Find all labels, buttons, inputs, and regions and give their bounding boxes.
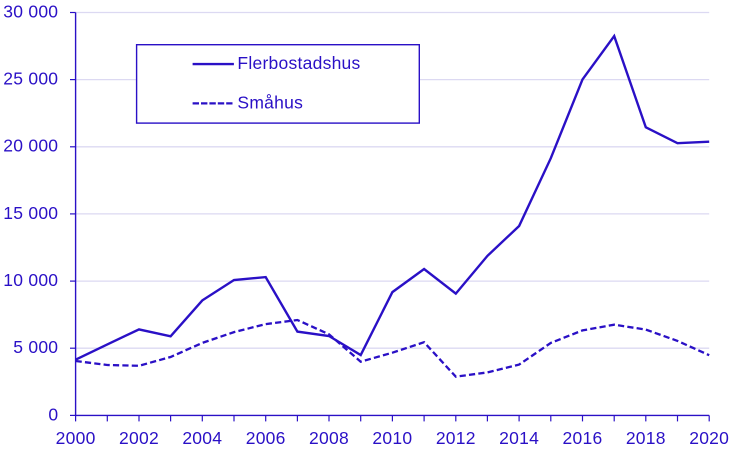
svg-text:25 000: 25 000: [3, 69, 58, 89]
svg-text:Småhus: Småhus: [237, 93, 303, 113]
svg-text:2018: 2018: [626, 428, 666, 448]
svg-text:5 000: 5 000: [13, 337, 58, 357]
svg-text:2016: 2016: [563, 428, 603, 448]
svg-text:2012: 2012: [436, 428, 476, 448]
svg-text:2008: 2008: [309, 428, 349, 448]
svg-text:2010: 2010: [372, 428, 412, 448]
svg-text:2002: 2002: [119, 428, 159, 448]
svg-text:2004: 2004: [182, 428, 222, 448]
svg-text:15 000: 15 000: [3, 203, 58, 223]
svg-text:30 000: 30 000: [3, 1, 58, 21]
svg-text:2014: 2014: [499, 428, 539, 448]
svg-text:20 000: 20 000: [3, 136, 58, 156]
svg-text:0: 0: [48, 404, 58, 424]
svg-text:2000: 2000: [56, 428, 96, 448]
svg-text:2020: 2020: [689, 428, 729, 448]
svg-text:Flerbostadshus: Flerbostadshus: [237, 53, 360, 73]
svg-text:10 000: 10 000: [3, 270, 58, 290]
svg-text:2006: 2006: [246, 428, 286, 448]
